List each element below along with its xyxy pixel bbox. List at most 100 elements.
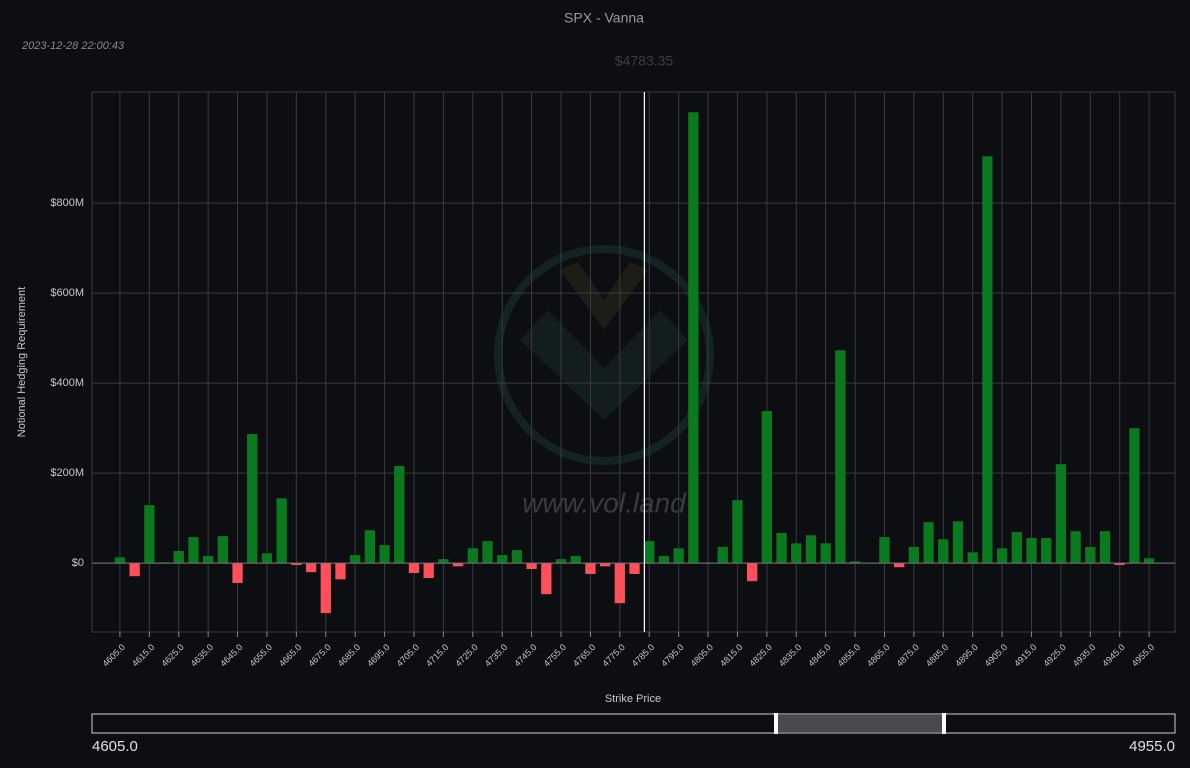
range-max-label: 4955.0: [1129, 738, 1175, 755]
bar: [644, 541, 655, 564]
bar: [203, 555, 214, 564]
bar: [291, 563, 302, 565]
bar: [629, 563, 640, 574]
bar: [688, 112, 699, 564]
watermark-logo: [494, 245, 714, 465]
bar: [952, 521, 964, 564]
watermark-text: www.vol.land: [522, 487, 687, 518]
bar: [673, 548, 684, 564]
bar: [276, 498, 287, 564]
bar: [1041, 537, 1052, 564]
x-tick-label: 4625.0: [159, 642, 186, 669]
bar: [511, 550, 523, 564]
bar: [747, 563, 758, 582]
x-tick-label: 4805.0: [689, 642, 716, 669]
chart-title: SPX - Vanna: [564, 10, 644, 26]
bar: [614, 563, 625, 604]
bar: [967, 552, 978, 564]
bar: [1143, 558, 1155, 564]
x-tick-label: 4865.0: [865, 642, 892, 669]
bar: [497, 555, 508, 564]
spot-label: $4783.35: [615, 53, 674, 69]
range-handle[interactable]: [942, 713, 946, 734]
bar: [129, 563, 140, 577]
y-tick-label: $800M: [50, 197, 84, 209]
x-tick-label: 4665.0: [277, 642, 304, 669]
bar: [364, 530, 376, 564]
bar: [982, 156, 993, 564]
bar: [599, 563, 611, 567]
x-tick-label: 4885.0: [924, 642, 951, 669]
x-tick-label: 4745.0: [512, 642, 539, 669]
range-selection[interactable]: [778, 715, 943, 732]
x-tick-label: 4895.0: [953, 642, 980, 669]
bar: [1085, 546, 1096, 564]
x-tick-label: 4735.0: [483, 642, 510, 669]
bar: [1026, 537, 1037, 564]
x-tick-label: 4725.0: [453, 642, 480, 669]
bar: [1129, 428, 1140, 564]
x-tick-label: 4855.0: [836, 642, 863, 669]
x-tick-label: 4845.0: [806, 642, 833, 669]
y-tick-label: $0: [72, 557, 84, 569]
x-tick-label: 4875.0: [894, 642, 921, 669]
bar: [908, 546, 920, 564]
range-handle[interactable]: [774, 713, 778, 734]
bar: [849, 561, 861, 564]
x-tick-label: 4645.0: [218, 642, 245, 669]
bar: [938, 539, 949, 564]
bar: [894, 563, 905, 568]
bar: [761, 411, 772, 564]
y-axis-label: Notional Hedging Requirement: [16, 287, 28, 437]
x-tick-label: 4775.0: [600, 642, 627, 669]
bar: [232, 563, 243, 583]
bar: [408, 563, 420, 574]
bar: [114, 557, 126, 564]
bar: [482, 541, 493, 564]
bar: [1099, 531, 1111, 564]
bar: [467, 548, 478, 564]
y-tick-label: $400M: [50, 377, 84, 389]
x-tick-label: 4925.0: [1041, 642, 1068, 669]
bar: [526, 563, 537, 569]
bar: [1114, 563, 1125, 565]
x-tick-label: 4915.0: [1012, 642, 1039, 669]
x-axis-label: Strike Price: [605, 693, 661, 705]
bar: [452, 563, 464, 567]
bar: [320, 563, 331, 614]
bar: [217, 536, 228, 564]
bar: [585, 563, 596, 574]
bar: [717, 546, 728, 564]
bar: [776, 533, 787, 564]
timestamp: 2023-12-28 22:00:43: [21, 40, 125, 52]
x-tick-label: 4945.0: [1100, 642, 1127, 669]
bar: [247, 434, 258, 564]
bar: [305, 563, 317, 573]
x-tick-label: 4615.0: [130, 642, 157, 669]
range-slider[interactable]: [91, 713, 1176, 734]
bar: [188, 537, 199, 564]
x-tick-label: 4765.0: [571, 642, 598, 669]
bar: [261, 553, 273, 564]
bar: [423, 563, 434, 578]
bar: [658, 555, 670, 564]
x-tick-label: 4795.0: [659, 642, 686, 669]
bar: [791, 543, 802, 564]
x-tick-label: 4835.0: [777, 642, 804, 669]
bar: [732, 500, 743, 564]
x-tick-label: 4905.0: [983, 642, 1010, 669]
bar: [1011, 532, 1022, 564]
x-tick-label: 4825.0: [747, 642, 774, 669]
x-tick-label: 4785.0: [630, 642, 657, 669]
x-tick-label: 4635.0: [189, 642, 216, 669]
x-tick-label: 4955.0: [1130, 642, 1157, 669]
bar: [541, 563, 552, 595]
x-tick-label: 4705.0: [395, 642, 422, 669]
bar: [923, 522, 934, 564]
bar: [835, 350, 846, 564]
x-tick-label: 4755.0: [542, 642, 569, 669]
bar: [173, 551, 184, 564]
bar: [996, 548, 1008, 564]
bar: [438, 559, 449, 564]
